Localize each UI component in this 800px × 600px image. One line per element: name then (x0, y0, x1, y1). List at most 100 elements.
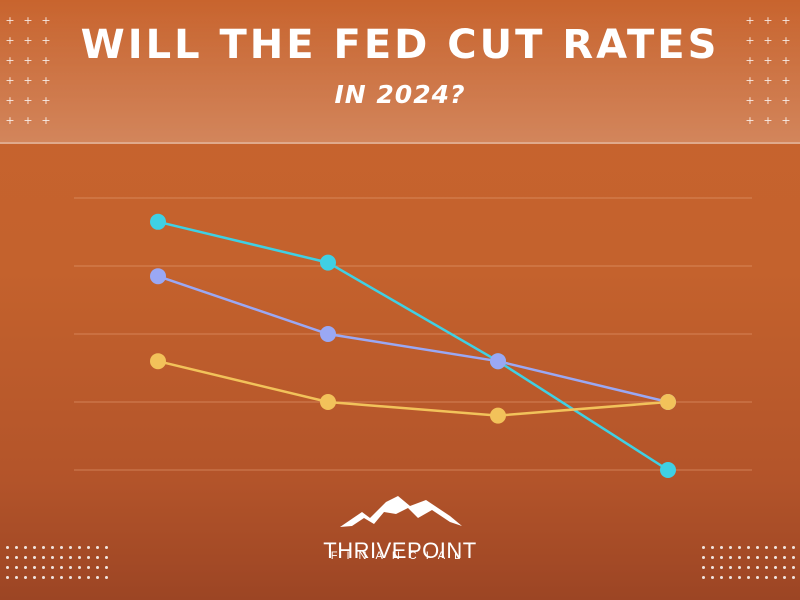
plus-pattern-left: + + + + + + + + + + + + + + + + + + (4, 14, 52, 128)
dot-mark (774, 566, 777, 569)
plus-mark: + (5, 54, 15, 67)
dot-mark (105, 556, 108, 559)
dot-mark (78, 566, 81, 569)
dot-mark (702, 556, 705, 559)
brand-name: THRIVEPOINT (323, 538, 477, 563)
series-line-3 (157, 359, 669, 417)
data-point-3-2 (320, 394, 336, 410)
plus-mark: + (763, 74, 773, 87)
dot-mark (24, 546, 27, 549)
plus-mark: + (41, 74, 51, 87)
dot-mark (105, 566, 108, 569)
line-chart (74, 197, 752, 478)
dot-mark (33, 576, 36, 579)
dot-mark (765, 576, 768, 579)
plus-mark: + (745, 54, 755, 67)
dot-mark (33, 566, 36, 569)
plus-mark: + (41, 114, 51, 127)
dot-mark (720, 546, 723, 549)
dot-mark (6, 546, 9, 549)
plus-mark: + (23, 94, 33, 107)
data-point-3-4 (660, 394, 676, 410)
plus-mark: + (763, 14, 773, 27)
data-point-2-2 (320, 326, 336, 342)
dot-mark (6, 576, 9, 579)
dot-mark (738, 556, 741, 559)
dot-mark (51, 576, 54, 579)
dot-mark (729, 556, 732, 559)
dot-mark (15, 546, 18, 549)
dot-mark (42, 546, 45, 549)
dot-mark (792, 546, 795, 549)
dot-mark (774, 576, 777, 579)
dot-mark (792, 566, 795, 569)
plus-mark: + (763, 94, 773, 107)
data-point-1-1 (150, 213, 166, 230)
data-point-1-2 (320, 254, 336, 271)
dot-mark (747, 556, 750, 559)
dot-mark (756, 556, 759, 559)
dot-mark (69, 546, 72, 549)
page-subtitle: IN 2024? (334, 80, 466, 109)
dot-mark (702, 566, 705, 569)
plus-mark: + (23, 34, 33, 47)
dot-mark (105, 546, 108, 549)
plus-mark: + (23, 114, 33, 127)
dot-mark (60, 576, 63, 579)
dot-mark (765, 546, 768, 549)
plus-mark: + (781, 14, 791, 27)
dot-mark (747, 566, 750, 569)
dot-mark (42, 576, 45, 579)
dot-mark (78, 576, 81, 579)
plus-mark: + (745, 34, 755, 47)
dot-mark (96, 566, 99, 569)
plus-mark: + (5, 14, 15, 27)
dot-mark (33, 546, 36, 549)
dot-mark (738, 546, 741, 549)
plus-mark: + (745, 114, 755, 127)
dot-mark (51, 566, 54, 569)
plus-mark: + (5, 94, 15, 107)
mountain-icon (340, 496, 462, 527)
dot-mark (33, 556, 36, 559)
dot-mark (69, 556, 72, 559)
dot-mark (60, 556, 63, 559)
plus-mark: + (5, 74, 15, 87)
line-layer (157, 220, 669, 472)
dot-mark (738, 576, 741, 579)
dot-mark (87, 546, 90, 549)
dot-mark (720, 566, 723, 569)
dot-mark (702, 576, 705, 579)
dot-mark (42, 566, 45, 569)
dot-mark (702, 546, 705, 549)
dot-mark (60, 566, 63, 569)
dot-mark (783, 556, 786, 559)
plus-mark: + (5, 114, 15, 127)
dot-mark (783, 576, 786, 579)
dot-mark (78, 546, 81, 549)
dot-mark (774, 556, 777, 559)
dot-mark (747, 576, 750, 579)
dot-mark (756, 576, 759, 579)
data-point-3-1 (150, 353, 166, 370)
plus-mark: + (781, 54, 791, 67)
dot-mark (783, 546, 786, 549)
dot-mark (6, 566, 9, 569)
dot-mark (87, 556, 90, 559)
dot-mark (729, 546, 732, 549)
dot-mark (738, 566, 741, 569)
plus-mark: + (23, 74, 33, 87)
dot-mark (60, 546, 63, 549)
dot-mark (15, 556, 18, 559)
dot-pattern-right (702, 546, 800, 579)
dot-mark (792, 556, 795, 559)
dot-mark (6, 556, 9, 559)
dot-mark (720, 576, 723, 579)
dot-mark (87, 576, 90, 579)
plus-mark: + (763, 114, 773, 127)
dot-mark (711, 556, 714, 559)
dot-mark (42, 556, 45, 559)
dot-mark (756, 566, 759, 569)
dot-mark (711, 576, 714, 579)
plus-mark: + (41, 14, 51, 27)
